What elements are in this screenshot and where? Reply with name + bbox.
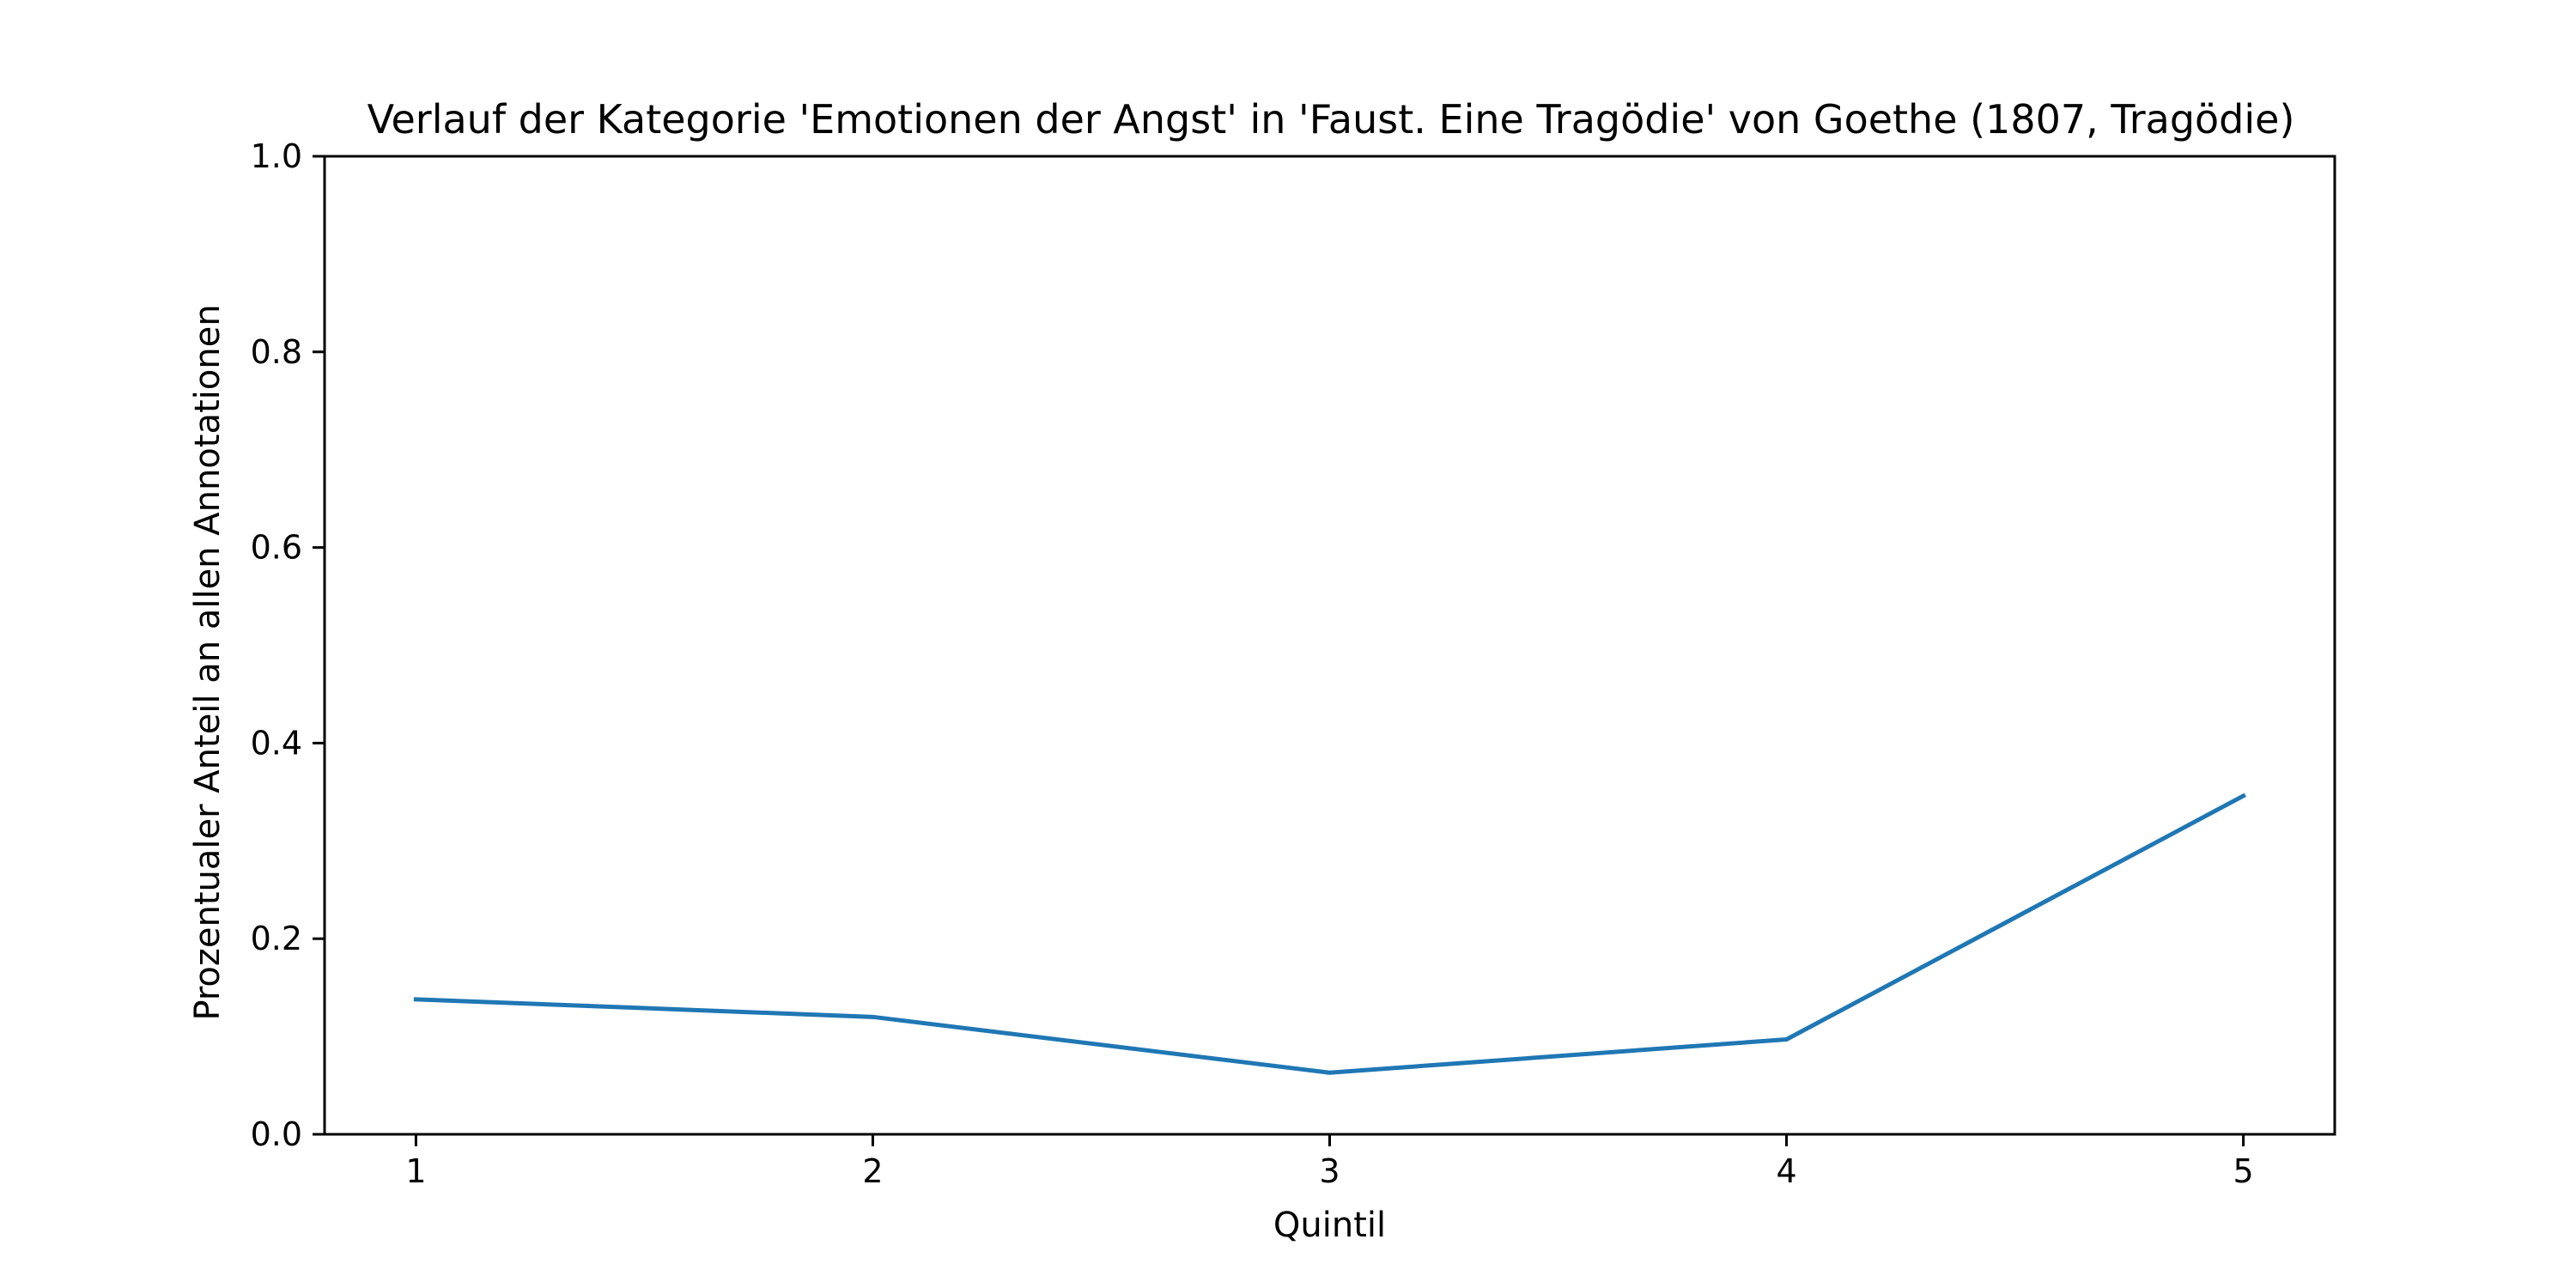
y-axis-label: Prozentualer Anteil an allen Annotatione…: [188, 304, 228, 1020]
series-line: [413, 793, 2246, 1075]
axes-frame: [323, 155, 2336, 1136]
series-layer: [413, 793, 2246, 1075]
x-tick-label: 4: [1776, 1152, 1796, 1190]
x-tick-label: 3: [1319, 1152, 1340, 1190]
x-tick-label: 5: [2233, 1152, 2253, 1190]
x-axis-label: Quintil: [1273, 1206, 1386, 1245]
y-tick-label: 1.0: [251, 137, 302, 175]
x-tick-label: 1: [405, 1152, 426, 1190]
y-tick-label: 0.6: [251, 529, 302, 567]
y-tick-label: 0.8: [251, 333, 302, 371]
y-axis-ticks: 0.0 0.2 0.4 0.6 0.8 1.0: [251, 137, 325, 1153]
x-axis-ticks: 1 2 3 4 5: [405, 1134, 2254, 1190]
chart-title: Verlauf der Kategorie 'Emotionen der Ang…: [368, 96, 2295, 143]
x-tick-label: 2: [862, 1152, 883, 1190]
y-tick-label: 0.2: [251, 920, 302, 957]
y-tick-label: 0.0: [251, 1115, 302, 1153]
y-tick-label: 0.4: [251, 724, 302, 762]
